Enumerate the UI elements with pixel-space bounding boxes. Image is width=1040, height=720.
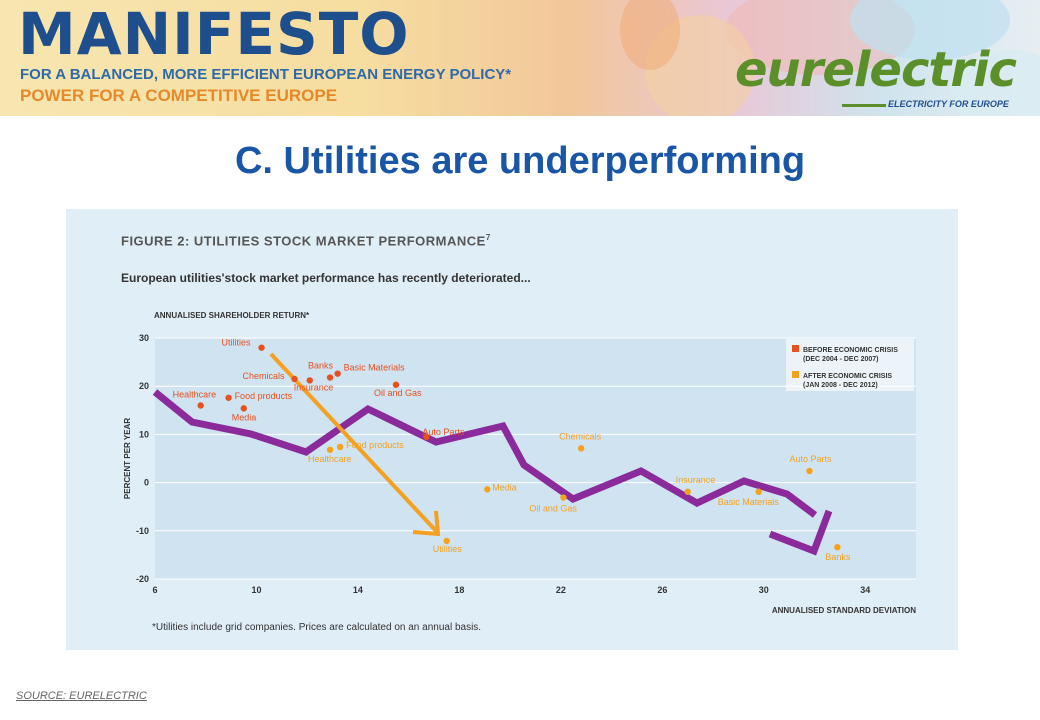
x-tick-label: 18 <box>454 585 464 595</box>
data-label: Food products <box>346 440 404 450</box>
data-label: Healthcare <box>173 389 217 399</box>
data-point <box>484 486 491 493</box>
logo-tagline: ELECTRICITY FOR EUROPE <box>888 99 1009 109</box>
x-tick-label: 34 <box>860 585 870 595</box>
data-label: Basic Materials <box>344 363 406 373</box>
brand-title: MANIFESTO <box>18 0 410 68</box>
data-label: Media <box>232 412 257 422</box>
y-axis-title: ANNUALISED SHAREHOLDER RETURN* <box>154 311 310 320</box>
legend-box <box>786 339 914 391</box>
data-label: Utilities <box>222 338 252 348</box>
trend-arrowhead <box>768 509 833 556</box>
x-tick-label: 30 <box>759 585 769 595</box>
data-point <box>684 488 691 495</box>
data-label: Healthcare <box>308 454 352 464</box>
data-point <box>392 381 400 388</box>
legend-label: AFTER ECONOMIC CRISIS <box>803 373 892 380</box>
data-label: Banks <box>308 361 334 371</box>
header-banner: MANIFESTO FOR A BALANCED, MORE EFFICIENT… <box>0 0 1040 116</box>
data-point <box>334 370 341 377</box>
trend-zigzag-line <box>152 389 818 518</box>
data-label: Food products <box>235 391 293 401</box>
x-tick-label: 6 <box>152 585 157 595</box>
logo-underline <box>842 104 886 107</box>
data-label: Utilities <box>433 544 463 554</box>
banner-decoration <box>620 0 1040 116</box>
data-point <box>755 488 762 495</box>
data-point <box>443 537 450 545</box>
figure-subtitle: European utilities'stock market performa… <box>121 271 531 285</box>
data-label: Insurance <box>294 382 334 392</box>
legend-period: (DEC 2004 - DEC 2007) <box>803 356 878 363</box>
utilities-decline-arrow <box>269 352 439 534</box>
data-label: Auto Parts <box>422 427 465 437</box>
figure-title: FIGURE 2: UTILITIES STOCK MARKET PERFORM… <box>121 233 491 249</box>
data-label: Auto Parts <box>789 454 832 464</box>
data-label: Media <box>492 482 517 492</box>
data-label: Insurance <box>676 475 716 485</box>
x-tick-label: 10 <box>251 585 261 595</box>
figure-panel: FIGURE 2: UTILITIES STOCK MARKET PERFORM… <box>66 209 958 650</box>
data-label: Basic Materials <box>718 497 780 507</box>
data-label: Oil and Gas <box>374 388 422 398</box>
data-label: Chemicals <box>243 371 286 381</box>
y-tick-label: 20 <box>139 381 149 391</box>
y-tick-label: 30 <box>139 333 149 343</box>
data-point <box>326 446 334 454</box>
data-point <box>423 433 430 441</box>
y-tick-label: -20 <box>136 574 149 584</box>
data-label: Chemicals <box>559 431 602 441</box>
eurelectric-logo: eurelectric <box>735 42 1017 98</box>
figure-footnote: *Utilities include grid companies. Price… <box>152 622 482 633</box>
slide-title: C. Utilities are underperforming <box>234 140 806 182</box>
x-tick-label: 26 <box>657 585 667 595</box>
stock-performance-chart: 30 20 10 0 -10 -206 10 14 18 22 26 30 34 ANNUALISED S… <box>123 333 916 615</box>
data-point <box>225 394 232 401</box>
data-point <box>291 375 298 383</box>
data-point <box>326 374 334 381</box>
y-tick-label: -10 <box>136 526 149 536</box>
brand-tagline: FOR A BALANCED, MORE EFFICIENT EUROPEAN … <box>20 66 512 83</box>
legend-swatch <box>792 371 799 378</box>
data-point <box>240 405 247 412</box>
data-point <box>577 445 585 452</box>
legend-period: (JAN 2008 - DEC 2012) <box>803 382 878 389</box>
data-point <box>560 494 567 501</box>
data-point <box>258 344 265 351</box>
data-point <box>806 467 813 475</box>
x-tick-label: 22 <box>556 585 566 595</box>
x-tick-label: 14 <box>353 585 363 595</box>
data-point <box>834 543 841 551</box>
data-point <box>336 443 344 451</box>
data-label: Oil and Gas <box>529 504 577 514</box>
brand-slogan: POWER FOR A COMPETITIVE EUROPE <box>20 86 338 105</box>
data-point <box>197 402 204 409</box>
y-axis-label: PERCENT PER YEAR <box>123 418 132 499</box>
data-point <box>306 377 313 384</box>
utilities-arrowhead <box>412 510 441 537</box>
y-tick-label: 0 <box>144 478 149 488</box>
y-tick-label: 10 <box>139 429 149 439</box>
legend-label: BEFORE ECONOMIC CRISIS <box>803 347 898 354</box>
source-note: SOURCE: EURELECTRIC <box>16 690 147 702</box>
data-label: Banks <box>825 552 851 562</box>
legend-swatch <box>792 345 799 352</box>
x-axis-label: ANNUALISED STANDARD DEVIATION <box>772 606 916 615</box>
